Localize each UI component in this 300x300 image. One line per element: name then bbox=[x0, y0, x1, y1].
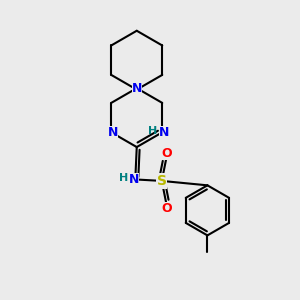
Text: O: O bbox=[161, 147, 172, 160]
Text: S: S bbox=[157, 174, 167, 188]
Text: H: H bbox=[148, 126, 158, 136]
Text: N: N bbox=[158, 126, 169, 139]
Text: N: N bbox=[129, 173, 139, 186]
Text: H: H bbox=[119, 173, 129, 183]
Text: O: O bbox=[161, 202, 172, 215]
Text: N: N bbox=[107, 126, 118, 139]
Text: N: N bbox=[132, 82, 142, 95]
